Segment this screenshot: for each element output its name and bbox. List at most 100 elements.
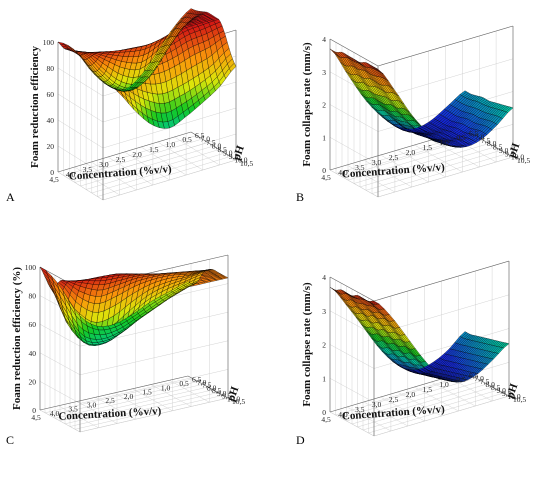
x-tick-label: 2,0 xyxy=(406,390,416,399)
x-tick-label: 4,0 xyxy=(338,168,348,177)
z-tick-label: 0 xyxy=(322,408,326,417)
y-grid-line xyxy=(69,283,219,427)
z-tick-label: 2 xyxy=(322,101,326,110)
y-tick-label: 10,0 xyxy=(508,392,521,401)
z-axis-title: Foam reduction efficiency xyxy=(29,46,41,168)
y-tick-label: 8,0 xyxy=(207,383,217,392)
surface-plot xyxy=(329,286,510,383)
y-tick-label: 7,5 xyxy=(206,138,216,147)
x-tick-labels: 4,5 4,0 3,5 3,0 2,5 2,0 1,5 1,0 0,5 xyxy=(31,379,189,422)
x-tick-labels: 4,5 4,0 3,5 3,0 2,5 2,0 1,5 1,0 0,5 xyxy=(49,135,192,184)
x-axis-title: Concentration (%v/v) xyxy=(58,405,162,423)
x-tick-label: 3,5 xyxy=(355,163,365,172)
y-tick-label: 8,5 xyxy=(218,145,228,154)
z-tick-label: 0 xyxy=(32,406,36,415)
chart-panel-c: 4,5 4,0 3,5 3,0 2,5 2,0 1,5 1,0 0,5 6,57,07,58,0… xyxy=(6,254,245,447)
x-tick-label: 3,0 xyxy=(87,400,97,409)
surface-plot xyxy=(329,48,514,148)
y-tick-label: 10,0 xyxy=(227,394,240,403)
axis-frame-edge xyxy=(329,276,375,302)
z-axis-title: Foam reduction efficiency (%) xyxy=(11,267,23,410)
y-tick-label: 7,0 xyxy=(475,132,485,141)
x-tick-labels: 4,5 4,0 3,5 3,0 2,5 2,0 1,5 1,0 0,5 xyxy=(321,375,466,424)
y-grid-line xyxy=(69,49,203,180)
y-grid-line xyxy=(346,286,482,422)
y-grid-line xyxy=(359,55,496,188)
y-tick-label: 7,5 xyxy=(202,381,212,390)
y-tick-label: 8,5 xyxy=(491,383,501,392)
x-tick-label: 3,5 xyxy=(355,405,365,414)
axis-frame-edge xyxy=(373,260,510,302)
surface-facet xyxy=(57,41,66,46)
x-tick-label: 2,0 xyxy=(124,392,134,401)
y-tick-label: 8,0 xyxy=(486,380,496,389)
panel-letter: B xyxy=(296,190,304,204)
axis-frame-edge xyxy=(187,375,229,399)
z-tick-label: 2 xyxy=(322,341,326,350)
panel-letter: A xyxy=(6,190,15,204)
y-tick-label: 6,5 xyxy=(469,371,479,380)
y-tick-label: 10,5 xyxy=(517,156,530,165)
y-tick-label: 7,0 xyxy=(197,378,207,387)
axis-frame-edge xyxy=(377,25,514,67)
surface-facet xyxy=(39,266,48,275)
chart-panel-d: 4,5 4,0 3,5 3,0 2,5 2,0 1,5 1,0 0,5 6,57,07,58,0… xyxy=(296,260,526,447)
y-tick-label: 9,5 xyxy=(229,152,239,161)
y-grid-line xyxy=(353,52,490,184)
x-tick-label: 2,5 xyxy=(389,395,399,404)
x-tick-label: 2,5 xyxy=(389,153,399,162)
z-axis-title: Foam collapse rate (mm/s) xyxy=(301,282,313,407)
x-tick-label: 2,5 xyxy=(105,396,115,405)
x-tick-label: 2,0 xyxy=(132,150,142,159)
y-axis-title: pH xyxy=(506,141,522,159)
z-tick-label: 4 xyxy=(322,273,326,282)
x-tick-label: 3,0 xyxy=(99,160,109,169)
y-axis-title: pH xyxy=(225,385,241,403)
y-tick-label: 10,0 xyxy=(511,153,524,162)
x-tick-label: 3,0 xyxy=(372,158,382,167)
z-tick-label: 80 xyxy=(47,64,55,73)
y-axis-title: pH xyxy=(231,144,247,162)
z-tick-label: 100 xyxy=(43,38,55,47)
surface-plot xyxy=(39,266,229,346)
axis-frame-edge xyxy=(57,131,192,173)
z-tick-label: 60 xyxy=(29,320,37,329)
y-tick-label: 8,5 xyxy=(212,386,222,395)
z-tick-label: 40 xyxy=(47,116,55,125)
surface-plot xyxy=(57,8,237,129)
x-tick-label: 4,5 xyxy=(321,415,331,424)
y-grid-line xyxy=(335,42,472,174)
y-grid-line xyxy=(97,66,231,197)
x-tick-label: 1,5 xyxy=(423,385,433,394)
panel-letter: D xyxy=(296,433,305,447)
x-tick-label: 1,5 xyxy=(142,388,152,397)
y-grid-line xyxy=(335,280,471,416)
y-tick-label: 9,5 xyxy=(505,149,515,158)
y-grid-line xyxy=(59,278,209,422)
y-tick-labels: 6,57,07,58,08,59,09,510,010,5 xyxy=(192,375,245,406)
y-grid-line xyxy=(54,275,204,419)
y-tick-label: 9,0 xyxy=(217,389,227,398)
z-tick-label: 20 xyxy=(47,142,55,151)
y-tick-labels: 6,57,07,58,08,59,09,510,010,5 xyxy=(469,129,530,165)
z-axis-title: Foam collapse rate (mm/s) xyxy=(301,42,313,167)
x-tick-label: 1,5 xyxy=(423,143,433,152)
z-tick-label: 40 xyxy=(29,349,37,358)
y-tick-label: 10,5 xyxy=(513,395,526,404)
y-tick-label: 9,0 xyxy=(497,386,507,395)
x-tick-label: 3,5 xyxy=(83,165,93,174)
z-tick-label: 1 xyxy=(322,133,326,142)
z-tick-label: 60 xyxy=(47,90,55,99)
x-tick-label: 0,5 xyxy=(179,379,189,388)
y-grid-line xyxy=(341,45,478,178)
y-tick-label: 7,0 xyxy=(475,374,485,383)
x-tick-label: 1,0 xyxy=(166,140,176,149)
y-axis-title: pH xyxy=(504,382,520,400)
axis-frame-edge xyxy=(39,375,189,411)
x-tick-label: 3,0 xyxy=(372,400,382,409)
y-tick-label: 6,5 xyxy=(192,375,202,384)
y-tick-label: 6,5 xyxy=(195,131,205,140)
z-tick-labels: 0 20 40 60 80 100 xyxy=(43,38,55,177)
y-tick-label: 6,5 xyxy=(469,129,479,138)
